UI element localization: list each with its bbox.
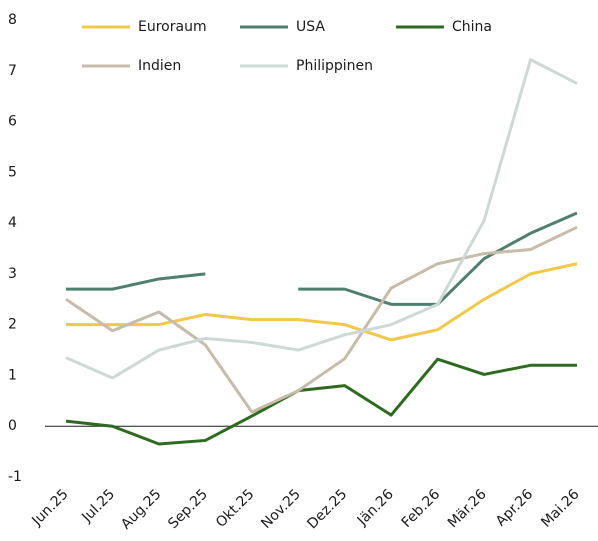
y-tick-label: 6 xyxy=(8,114,17,130)
line-series xyxy=(66,262,578,342)
legend-label: China xyxy=(452,19,492,35)
x-tick-label: Okt.25 xyxy=(213,486,257,530)
x-tick-label: Jun.25 xyxy=(28,486,71,529)
x-tick-label: Apr.26 xyxy=(493,486,536,529)
y-tick-label: 5 xyxy=(8,164,17,180)
x-tick-label: Feb.26 xyxy=(399,486,444,531)
legend-label: Indien xyxy=(138,58,181,74)
y-tick-label: 8 xyxy=(8,12,17,28)
legend-label: USA xyxy=(296,19,325,35)
y-tick-label: 4 xyxy=(8,215,17,231)
x-tick-label: Nov.25 xyxy=(258,486,304,532)
line-series xyxy=(65,357,577,446)
x-tick-label: Mär.26 xyxy=(445,486,490,531)
x-tick-label: Sep.25 xyxy=(165,486,211,532)
legend-label: Euroraum xyxy=(138,19,207,35)
x-tick-label: Jul.25 xyxy=(78,486,118,526)
x-tick-label: Mai.26 xyxy=(538,486,582,530)
y-tick-label: 0 xyxy=(8,418,17,434)
line-series xyxy=(65,225,578,414)
y-tick-label: 3 xyxy=(8,266,17,282)
y-tick-label: 7 xyxy=(8,63,17,79)
line-series xyxy=(65,58,578,380)
y-tick-label: 1 xyxy=(8,367,17,383)
x-tick-label: Aug.25 xyxy=(118,486,164,532)
legend-label: Philippinen xyxy=(296,58,373,74)
y-tick-label: -1 xyxy=(8,469,22,485)
x-tick-label: Dez.25 xyxy=(304,486,350,532)
x-tick-label: Jän.26 xyxy=(354,486,397,529)
y-tick-label: 2 xyxy=(8,317,17,333)
